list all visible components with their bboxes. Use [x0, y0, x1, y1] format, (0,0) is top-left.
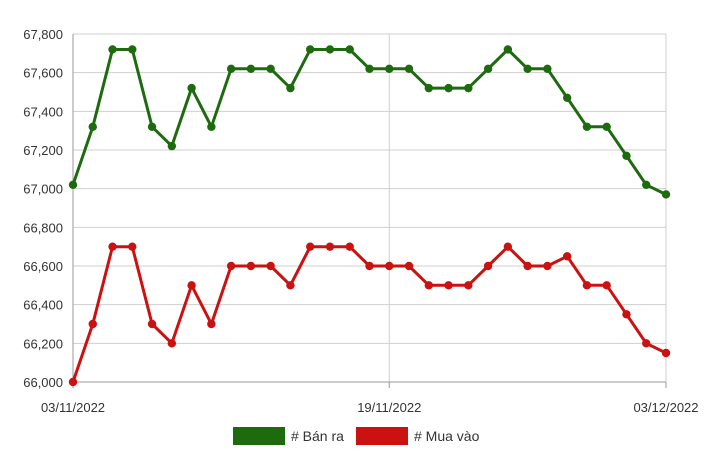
data-point-ban-ra — [523, 64, 532, 74]
y-tick-label: 67,200 — [23, 143, 63, 158]
data-point-mua-vao — [88, 319, 97, 329]
data-point-mua-vao — [345, 242, 354, 251]
y-tick-label: 67,600 — [23, 66, 63, 81]
y-tick-label: 66,400 — [23, 298, 63, 313]
data-point-ban-ra — [464, 83, 473, 93]
data-point-ban-ra — [404, 64, 414, 74]
data-point-ban-ra — [68, 180, 78, 189]
data-point-ban-ra — [246, 64, 256, 74]
data-point-ban-ra — [602, 122, 611, 131]
data-point-ban-ra — [325, 45, 335, 54]
data-point-ban-ra — [661, 190, 671, 199]
data-point-mua-vao — [365, 261, 374, 271]
data-point-mua-vao — [306, 242, 315, 251]
data-point-mua-vao — [246, 261, 256, 271]
data-point-ban-ra — [365, 64, 374, 74]
data-point-ban-ra — [503, 45, 513, 54]
data-point-mua-vao — [464, 281, 473, 290]
axes: 66,000 66,200 66,400 66,600 66,800 67,000 67,2… — [23, 27, 698, 415]
data-point-mua-vao — [404, 261, 414, 271]
data-point-mua-vao — [68, 377, 78, 387]
y-tick-label: 66,600 — [23, 259, 63, 274]
data-point-ban-ra — [562, 93, 572, 103]
legend-label-ban-ra: # Bán ra — [291, 428, 344, 444]
data-point-mua-vao — [562, 252, 572, 261]
data-point-ban-ra — [582, 122, 592, 131]
y-tick-label: 67,800 — [23, 27, 63, 42]
data-point-ban-ra — [385, 64, 394, 74]
data-point-mua-vao — [444, 281, 453, 290]
data-point-mua-vao — [503, 242, 513, 251]
legend: # Bán ra # Mua vào — [233, 427, 480, 445]
data-point-mua-vao — [325, 242, 335, 251]
data-point-ban-ra — [266, 64, 275, 74]
data-point-ban-ra — [167, 141, 177, 151]
data-point-ban-ra — [226, 64, 236, 74]
grid — [72, 33, 667, 383]
data-point-mua-vao — [602, 281, 611, 290]
x-tick-label: 19/11/2022 — [357, 400, 421, 415]
data-point-ban-ra — [622, 151, 631, 160]
data-point-ban-ra — [345, 45, 354, 54]
data-point-ban-ra — [128, 45, 137, 54]
data-point-mua-vao — [622, 310, 631, 319]
data-point-ban-ra — [187, 83, 196, 93]
legend-label-mua-vao: # Mua vào — [414, 428, 480, 444]
data-point-mua-vao — [642, 339, 651, 348]
data-point-mua-vao — [286, 281, 295, 290]
data-point-mua-vao — [483, 261, 493, 271]
data-point-ban-ra — [444, 83, 453, 93]
data-point-mua-vao — [207, 319, 216, 329]
legend-swatch-mua-vao — [356, 427, 408, 445]
y-tick-label: 67,000 — [23, 182, 63, 197]
data-point-ban-ra — [424, 83, 433, 93]
data-point-ban-ra — [306, 45, 315, 54]
y-tick-label: 66,800 — [23, 220, 63, 235]
legend-swatch-ban-ra — [233, 427, 285, 445]
data-point-mua-vao — [523, 261, 532, 271]
data-point-mua-vao — [128, 242, 137, 251]
x-tick-label: 03/11/2022 — [41, 400, 105, 415]
data-point-mua-vao — [424, 281, 433, 290]
data-point-ban-ra — [543, 64, 552, 74]
data-point-mua-vao — [582, 281, 592, 290]
y-tick-label: 67,400 — [23, 104, 63, 119]
data-point-ban-ra — [642, 180, 651, 189]
y-tick-label: 66,000 — [23, 375, 63, 390]
data-point-ban-ra — [88, 122, 97, 131]
data-point-ban-ra — [147, 122, 157, 131]
data-point-mua-vao — [187, 281, 196, 290]
data-point-ban-ra — [207, 122, 216, 131]
data-point-mua-vao — [147, 319, 157, 329]
data-point-mua-vao — [543, 261, 552, 271]
x-tick-label: 03/12/2022 — [633, 400, 698, 415]
data-point-mua-vao — [661, 348, 671, 358]
data-point-ban-ra — [286, 83, 295, 93]
data-point-mua-vao — [226, 261, 236, 271]
data-point-mua-vao — [385, 261, 394, 271]
data-point-ban-ra — [483, 64, 493, 74]
data-point-mua-vao — [266, 261, 275, 271]
data-point-mua-vao — [167, 339, 177, 348]
y-tick-label: 66,200 — [23, 336, 63, 351]
data-point-ban-ra — [108, 45, 117, 54]
data-point-mua-vao — [108, 242, 117, 251]
series-layer — [68, 45, 671, 387]
